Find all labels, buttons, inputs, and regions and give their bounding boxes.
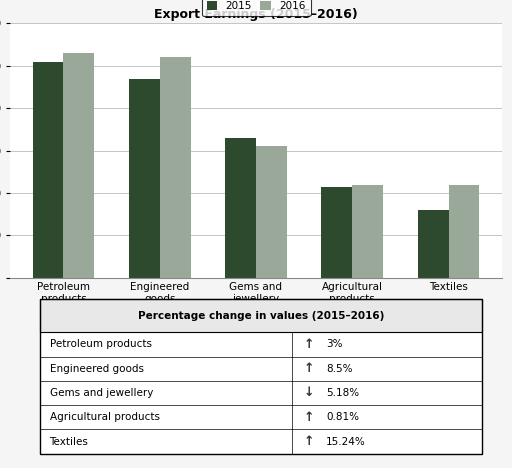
- Bar: [63, 53, 94, 320]
- Bar: [40, 430, 482, 453]
- Bar: [352, 184, 383, 320]
- Text: ↑: ↑: [304, 435, 314, 448]
- Bar: [449, 184, 479, 320]
- Text: ↑: ↑: [304, 411, 314, 424]
- Bar: [40, 381, 482, 405]
- Text: 5.18%: 5.18%: [326, 388, 359, 398]
- Text: Engineered goods: Engineered goods: [50, 364, 143, 374]
- Bar: [33, 62, 63, 320]
- Title: Export Earnings (2015–2016): Export Earnings (2015–2016): [154, 8, 358, 21]
- Text: Textiles: Textiles: [50, 437, 89, 446]
- Text: ↑: ↑: [304, 362, 314, 375]
- Text: Agricultural products: Agricultural products: [50, 412, 160, 422]
- Text: 15.24%: 15.24%: [326, 437, 366, 446]
- Bar: [129, 79, 160, 320]
- Legend: 2015, 2016: 2015, 2016: [202, 0, 310, 16]
- Bar: [256, 146, 287, 320]
- Text: ↓: ↓: [304, 387, 314, 400]
- Bar: [40, 332, 482, 357]
- Bar: [40, 405, 482, 430]
- Text: 8.5%: 8.5%: [326, 364, 353, 374]
- Bar: [225, 138, 256, 320]
- Bar: [160, 57, 190, 320]
- Bar: [40, 357, 482, 381]
- Text: ↑: ↑: [304, 338, 314, 351]
- Bar: [322, 187, 352, 320]
- Bar: [40, 300, 482, 332]
- X-axis label: Product Category: Product Category: [198, 309, 314, 322]
- Text: 0.81%: 0.81%: [326, 412, 359, 422]
- Text: 3%: 3%: [326, 339, 343, 350]
- Text: Petroleum products: Petroleum products: [50, 339, 152, 350]
- Text: Gems and jewellery: Gems and jewellery: [50, 388, 153, 398]
- Text: Percentage change in values (2015–2016): Percentage change in values (2015–2016): [138, 311, 384, 321]
- Bar: [418, 210, 449, 320]
